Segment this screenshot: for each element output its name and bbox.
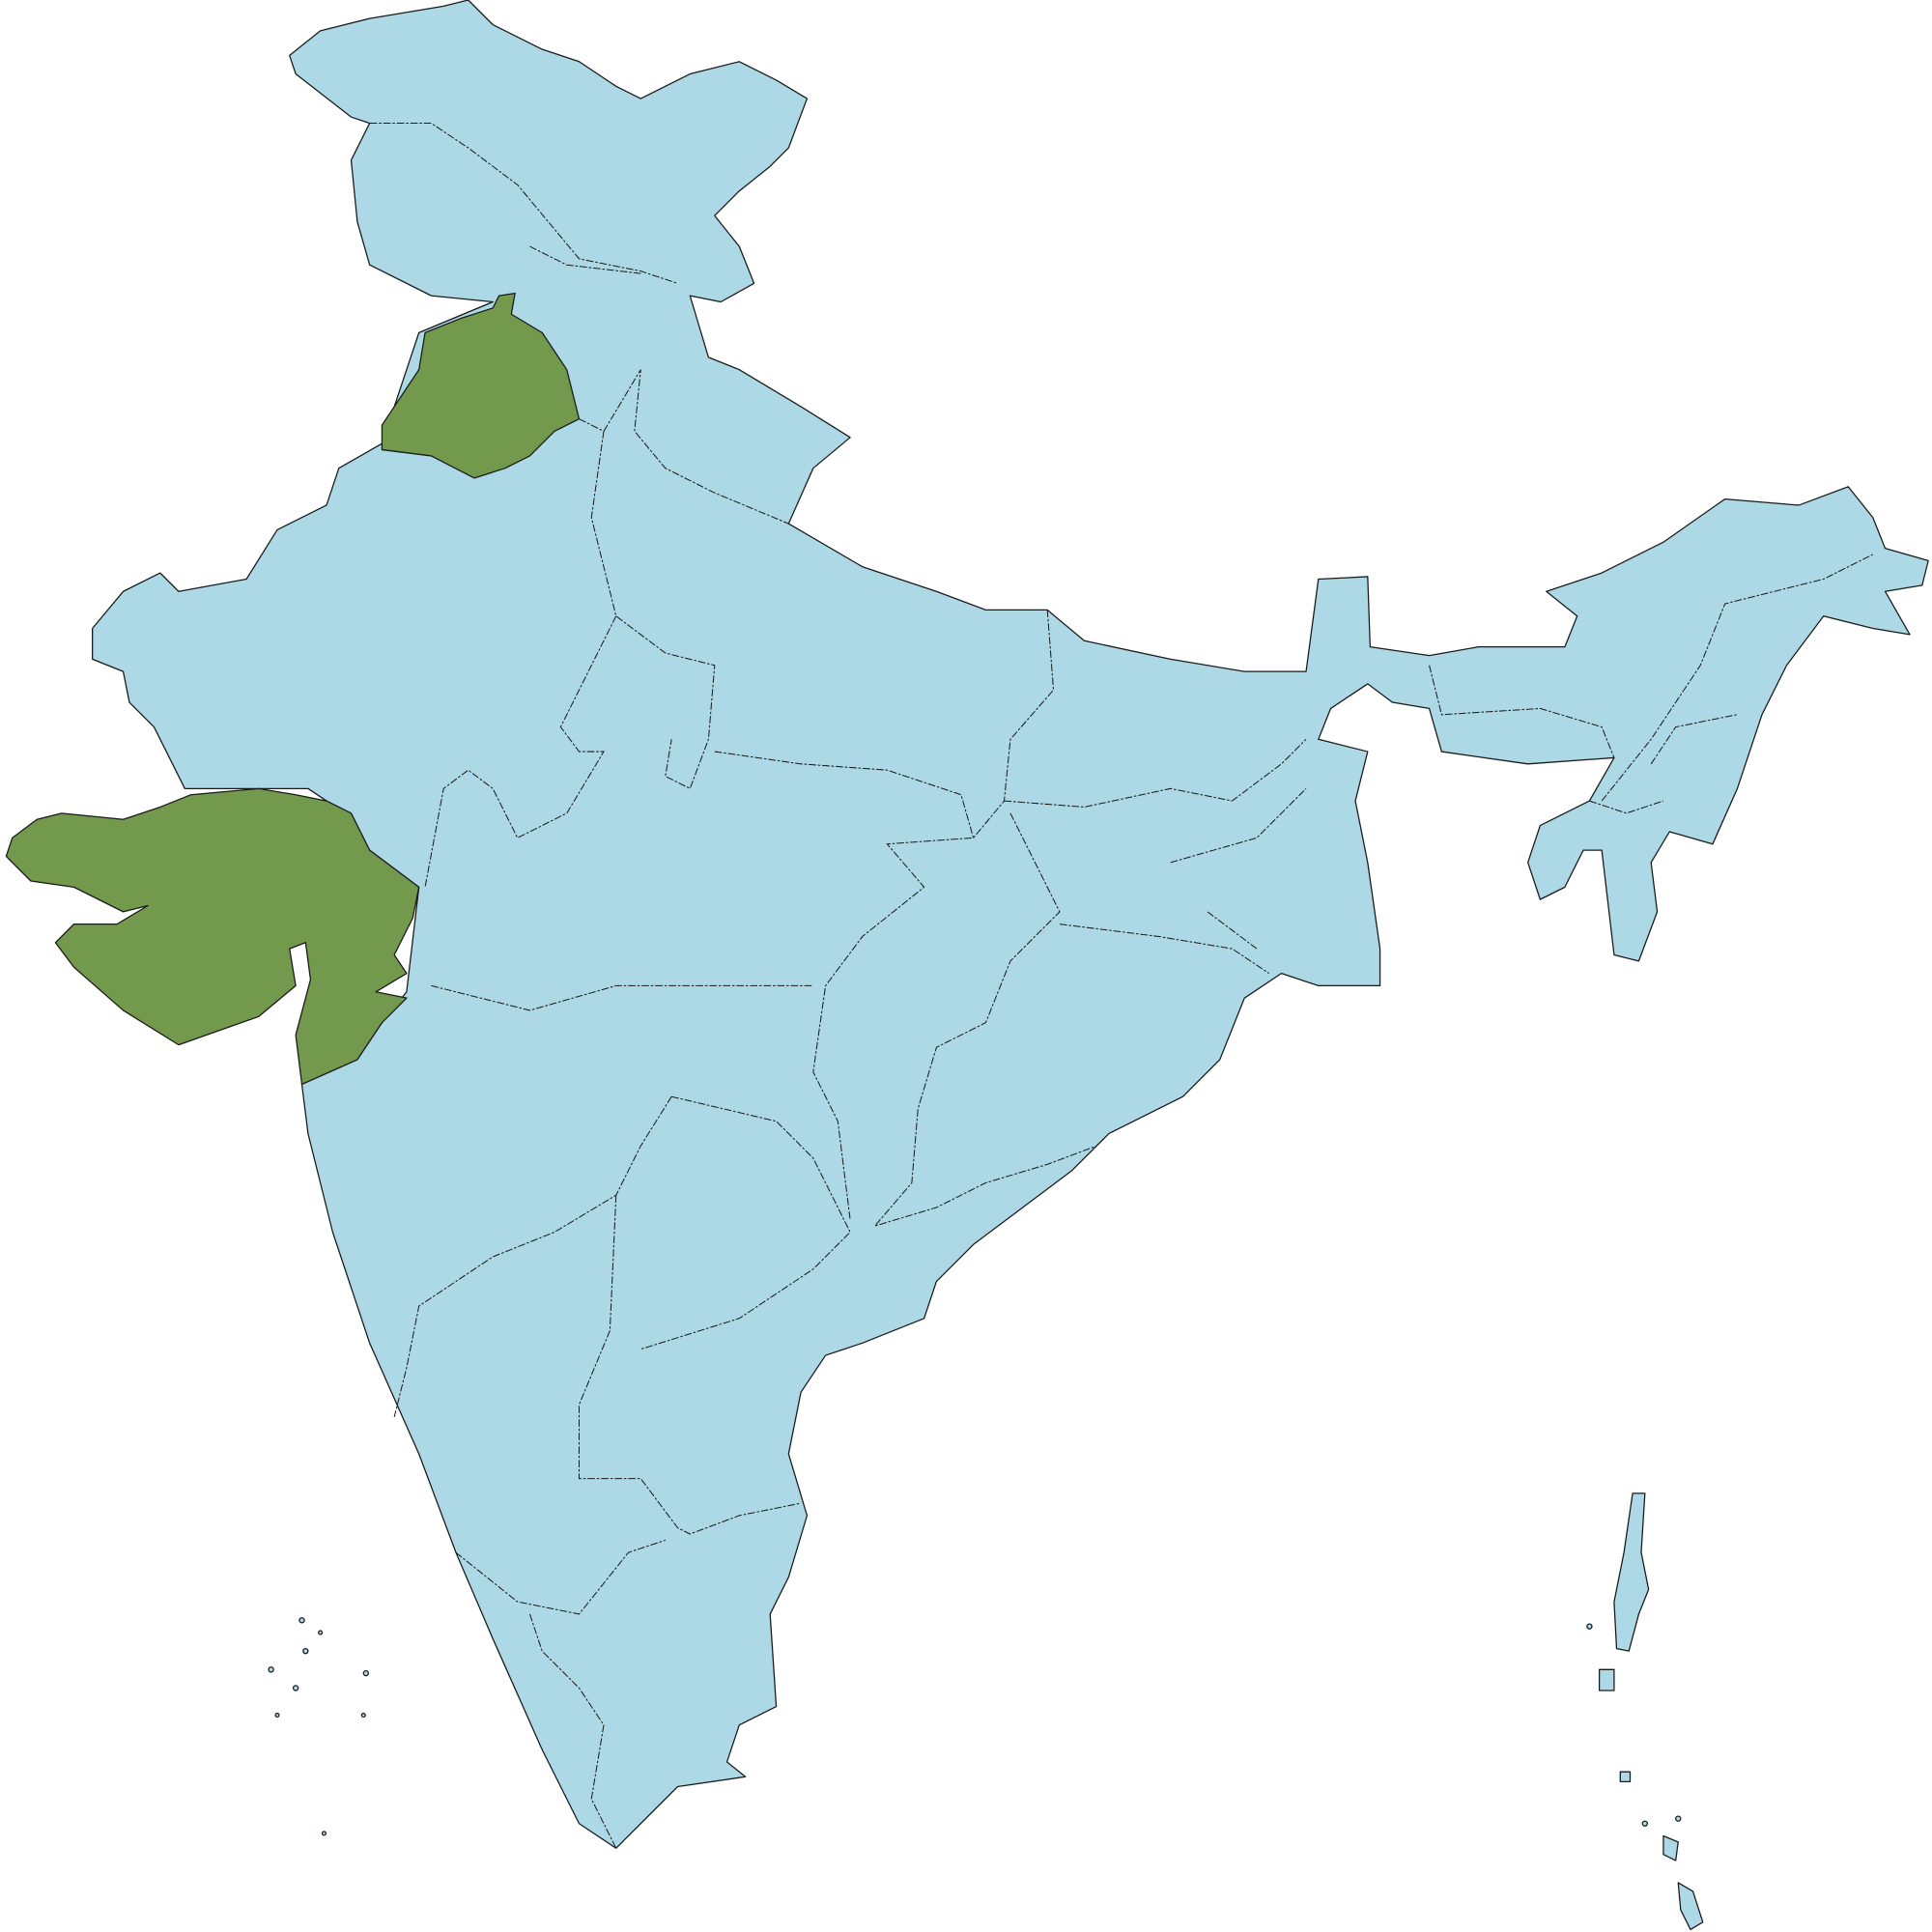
- state-border: [578, 1195, 802, 1535]
- state-border: [1059, 787, 1307, 975]
- island[interactable]: [302, 1647, 309, 1655]
- state-border: [1004, 738, 1307, 808]
- island[interactable]: [1677, 1882, 1704, 1931]
- state-border: [529, 245, 641, 274]
- island[interactable]: [318, 1630, 324, 1635]
- island[interactable]: [298, 1617, 305, 1624]
- state-border: [640, 1095, 851, 1350]
- island[interactable]: [1662, 1834, 1679, 1861]
- island[interactable]: [1613, 1492, 1650, 1652]
- island[interactable]: [362, 1669, 370, 1677]
- state-border: [455, 1539, 666, 1849]
- state-border: [424, 615, 617, 888]
- region-highlight-west[interactable]: [5, 787, 420, 1086]
- islands: [268, 1492, 1704, 1931]
- island[interactable]: [1619, 1771, 1632, 1783]
- island[interactable]: [274, 1712, 280, 1719]
- island[interactable]: [1586, 1623, 1593, 1630]
- island[interactable]: [360, 1712, 366, 1719]
- region-highlight-north[interactable]: [381, 292, 581, 479]
- highlighted-regions: [5, 292, 581, 1086]
- island[interactable]: [292, 1685, 299, 1691]
- state-border: [1429, 554, 1874, 802]
- state-border: [431, 984, 813, 1011]
- mainland: [92, 0, 1929, 1849]
- state-border: [714, 751, 975, 1220]
- internal-borders: [369, 123, 1874, 1849]
- state-border: [1589, 714, 1738, 814]
- island[interactable]: [1598, 1668, 1615, 1691]
- island[interactable]: [1641, 1820, 1648, 1827]
- state-border: [973, 610, 1055, 838]
- island[interactable]: [268, 1666, 274, 1673]
- state-border: [603, 369, 789, 525]
- island[interactable]: [1675, 1815, 1682, 1822]
- state-border: [369, 123, 678, 284]
- region-mainland[interactable]: [92, 0, 1929, 1849]
- state-border: [873, 812, 1097, 1228]
- state-border: [579, 418, 716, 790]
- island[interactable]: [321, 1831, 327, 1836]
- state-border: [393, 1095, 672, 1417]
